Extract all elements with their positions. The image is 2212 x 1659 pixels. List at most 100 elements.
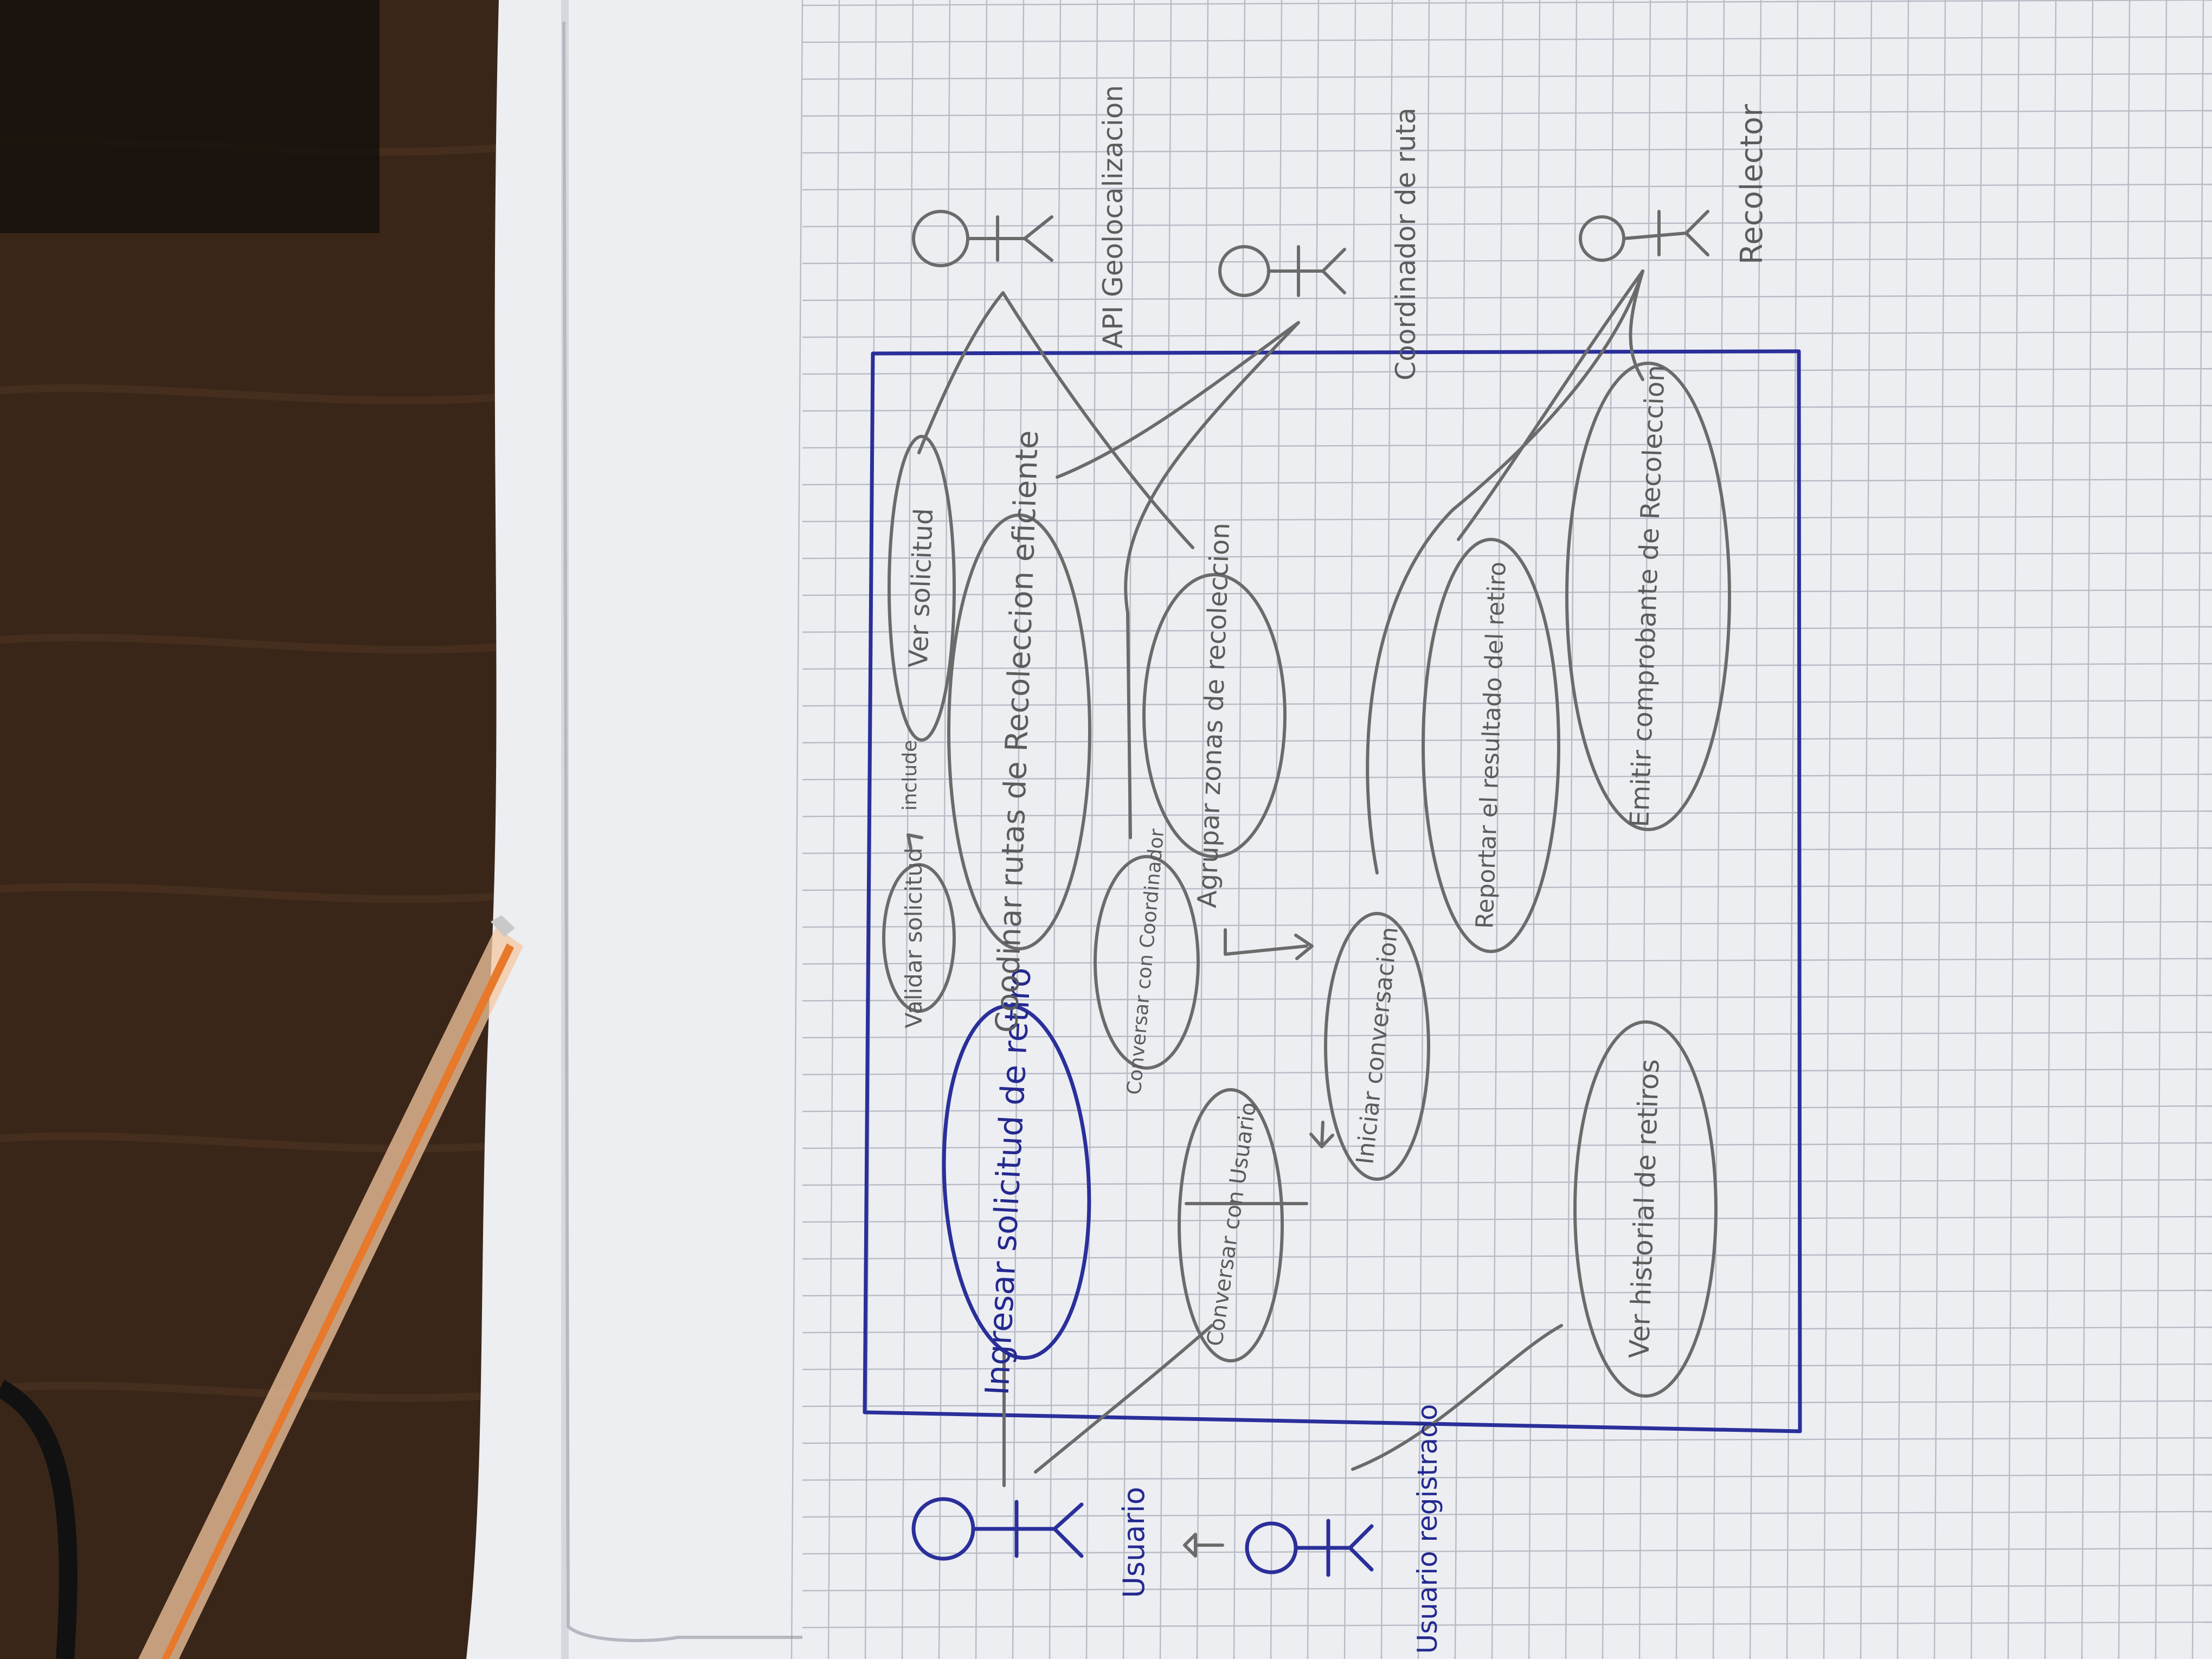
grid-line [802, 404, 2212, 412]
grid-line [802, 884, 2212, 891]
grid-line [1233, 0, 1246, 1659]
grid-line [1049, 0, 1062, 1659]
black-cable [0, 1380, 78, 1659]
actor-coordinador-label: Coordinador de ruta [1390, 107, 1422, 380]
actor-recolector-label: Recolector [1734, 104, 1770, 265]
grid-line [1454, 0, 1467, 1659]
grid-line [802, 146, 2212, 154]
grid-line [901, 0, 914, 1659]
actor-usuario-label: Usuario [1117, 1487, 1151, 1598]
grid-line [2081, 0, 2094, 1659]
grid-line [1343, 0, 1356, 1659]
grid-line [802, 736, 2212, 744]
grid-line [1417, 0, 1430, 1659]
grid-line [802, 957, 2212, 965]
grid-line [802, 257, 2212, 265]
use-case-conversar-coord-oval [1094, 855, 1200, 1070]
grid-line [1970, 0, 1983, 1659]
grid-line [802, 626, 2212, 633]
grid-line [802, 1621, 2212, 1629]
grid-line [2155, 0, 2168, 1659]
grid-line [1491, 0, 1504, 1659]
stick-figure-icon [1245, 1519, 1374, 1577]
grid-line [802, 1252, 2212, 1260]
grid-line [802, 994, 2212, 1002]
use-case-validar: Validar solicitud [901, 848, 927, 1028]
grid-line [802, 368, 2212, 375]
grid-line [2044, 0, 2057, 1659]
actor-usuario: Usuario [911, 1487, 1151, 1598]
actor-usuario-registrado: Usuario registrado [1183, 1404, 1443, 1654]
grid-line [802, 1142, 2212, 1149]
grid-line [1380, 0, 1393, 1659]
actor-coordinador: Coordinador de ruta [1218, 107, 1422, 381]
grid-line [1712, 0, 1725, 1659]
grid-line [802, 1179, 2212, 1186]
grid-line [802, 36, 2212, 43]
use-case-historial-oval [1573, 1020, 1718, 1398]
grid-line [802, 73, 2212, 80]
grid-line [2191, 0, 2204, 1659]
actor-api-geo-label: API Geolocalizacion [1097, 85, 1129, 349]
grid-line [802, 478, 2212, 486]
use-case-ingresar-oval [942, 1004, 1091, 1360]
actor-usuario-registrado-label: Usuario registrado [1412, 1404, 1443, 1654]
grid-line [802, 1363, 2212, 1371]
grid-line [802, 1216, 2212, 1223]
grid-line [802, 810, 2212, 818]
grid-line [2007, 0, 2020, 1659]
grid-line [1528, 0, 1541, 1659]
use-case-coordinar-oval [947, 513, 1091, 950]
grid-line [1307, 0, 1320, 1659]
grid-line [802, 1474, 2212, 1481]
use-case-ver-solicitud-oval [888, 435, 956, 742]
grid-line [1786, 0, 1799, 1659]
stick-figure-icon [912, 210, 1053, 267]
grid-line [802, 847, 2212, 854]
grid-line [802, 331, 2212, 338]
system-boundary [863, 349, 1802, 1433]
actor-recolector: Recolector [1579, 104, 1770, 265]
grid-line [802, 1400, 2212, 1407]
grid-line [802, 773, 2212, 781]
association-lines [906, 269, 1644, 1487]
notebook-page [466, 0, 2212, 1659]
grid-line [2118, 0, 2131, 1659]
grid-line [802, 921, 2212, 928]
actor-api-geo: API Geolocalizacion [912, 85, 1129, 349]
grid-line [802, 110, 2212, 117]
grid-line [802, 589, 2212, 596]
grid-line [802, 294, 2212, 301]
grid-line [802, 220, 2212, 228]
paper-grid [790, 0, 2212, 1659]
grid-line [802, 552, 2212, 560]
grid-line [1823, 0, 1836, 1659]
grid-line [802, 1510, 2212, 1518]
dark-corner [0, 0, 380, 233]
grid-line [938, 0, 951, 1659]
stick-figure-icon [1579, 210, 1709, 262]
grid-line [1749, 0, 1762, 1659]
stick-figure-icon [1218, 245, 1346, 297]
grid-line [1012, 0, 1025, 1659]
grid-line [975, 0, 988, 1659]
grid-line [802, 1105, 2212, 1113]
grid-line [802, 441, 2212, 449]
generalization-arrow-icon [1183, 1533, 1224, 1558]
grid-line [802, 0, 2212, 7]
grid-line [1933, 0, 1946, 1659]
grid-line [802, 1326, 2212, 1334]
grid-line [827, 0, 840, 1659]
use-case-emitir-oval [1565, 362, 1731, 831]
stick-figure-icon [911, 1497, 1084, 1561]
use-case-validar-oval [882, 863, 956, 1013]
grid-line [802, 1031, 2212, 1039]
grid-line [1085, 0, 1098, 1659]
grid-line [802, 699, 2212, 707]
include-label: include [899, 740, 921, 811]
grid-line [1896, 0, 1909, 1659]
grid-line [802, 183, 2212, 191]
grid-line [1675, 0, 1688, 1659]
grid-line [1159, 0, 1172, 1659]
